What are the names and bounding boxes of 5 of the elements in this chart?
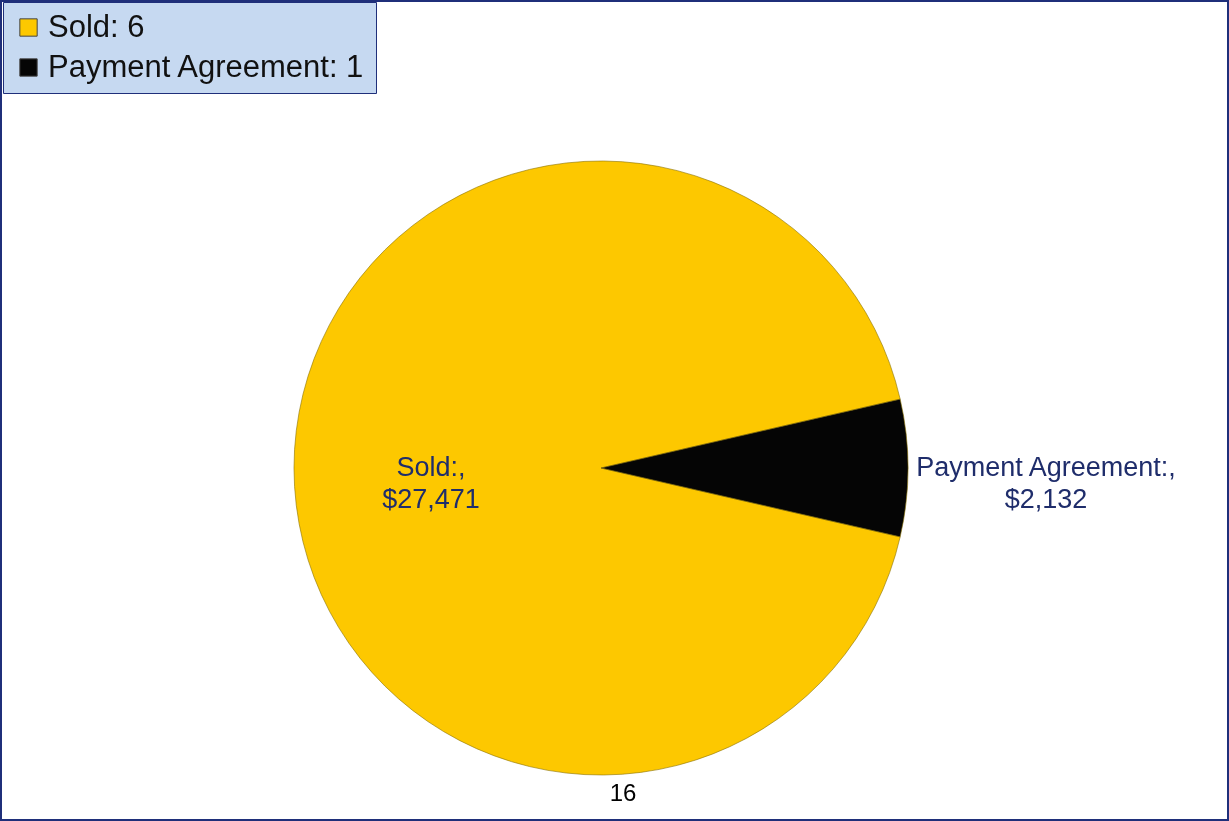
data-label: Payment Agreement:, $2,132 [916, 452, 1176, 514]
legend-label: Payment Agreement: 1 [48, 48, 364, 84]
text: 16 [609, 779, 637, 806]
legend-label: Sold: 6 [48, 8, 145, 44]
data-label: Sold:, $27,471 [382, 452, 480, 514]
